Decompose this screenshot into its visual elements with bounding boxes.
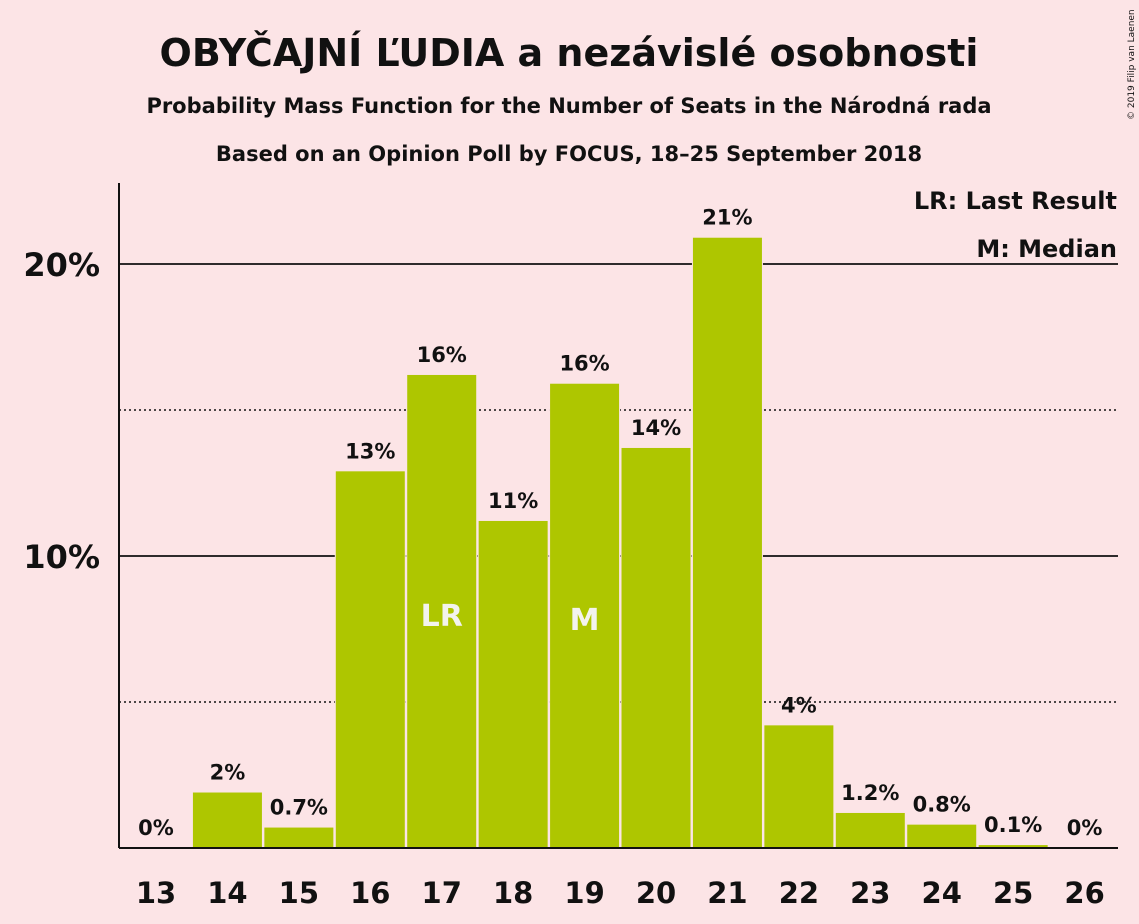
bar (621, 447, 691, 848)
chart-subtitle: Probability Mass Function for the Number… (146, 94, 991, 118)
bar (335, 471, 405, 848)
y-tick-label: 20% (23, 246, 100, 284)
bar (264, 827, 334, 848)
x-tick-label: 19 (564, 876, 604, 910)
legend-last-result: LR: Last Result (914, 187, 1117, 215)
bar-value-label: 4% (781, 693, 817, 717)
bar (550, 383, 620, 848)
bar (907, 824, 977, 848)
x-tick-label: 18 (493, 876, 533, 910)
legend-median: M: Median (976, 235, 1117, 263)
x-tick-label: 21 (707, 876, 747, 910)
chart-title: OBYČAJNÍ ĽUDIA a nezávislé osobnosti (160, 31, 979, 75)
bar-value-label: 0.7% (270, 796, 328, 820)
chart-subtitle-source: Based on an Opinion Poll by FOCUS, 18–25… (216, 142, 922, 166)
bar-value-label: 16% (417, 343, 467, 367)
bar-value-label: 13% (345, 439, 395, 463)
x-tick-label: 25 (993, 876, 1033, 910)
bar (478, 520, 548, 848)
bar (764, 725, 834, 848)
axes: 10% 20% 13 14 15 16 17 18 19 20 21 22 23 24 25 26 (23, 183, 1118, 910)
bar-value-label: 0.8% (913, 793, 971, 817)
bar (192, 792, 262, 848)
bar-value-label: 2% (210, 761, 246, 785)
bar-value-label: 14% (631, 416, 681, 440)
x-tick-label: 15 (279, 876, 319, 910)
y-tick-label: 10% (23, 538, 100, 576)
x-tick-label: 17 (422, 876, 462, 910)
bar (407, 374, 477, 848)
copyright-notice: © 2019 Filip van Laenen (1127, 9, 1137, 120)
x-tick-label: 26 (1064, 876, 1104, 910)
data-labels: 0% 2% 0.7% 13% 16% LR 11% 16% M 14% 21% 4% 1.2% 0.8% 0… (138, 206, 1102, 840)
x-tick-label: 22 (779, 876, 819, 910)
bar-value-label: 11% (488, 489, 538, 513)
bars (191, 236, 1049, 849)
bar-value-label: 0% (1067, 816, 1103, 840)
bar-value-label: 0% (138, 816, 174, 840)
x-tick-label: 14 (207, 876, 247, 910)
bar-value-label: 0.1% (984, 813, 1042, 837)
bar-value-label: 21% (702, 206, 752, 230)
bar (835, 812, 905, 848)
x-tick-label: 24 (922, 876, 962, 910)
bar (978, 845, 1048, 848)
bar (692, 237, 762, 849)
x-tick-label: 16 (350, 876, 390, 910)
last-result-marker: LR (421, 599, 463, 634)
x-tick-label: 23 (850, 876, 890, 910)
bar-value-label: 16% (559, 352, 609, 376)
x-tick-label: 20 (636, 876, 676, 910)
bar-value-label: 1.2% (841, 781, 899, 805)
x-tick-label: 13 (136, 876, 176, 910)
median-marker: M (570, 603, 600, 638)
